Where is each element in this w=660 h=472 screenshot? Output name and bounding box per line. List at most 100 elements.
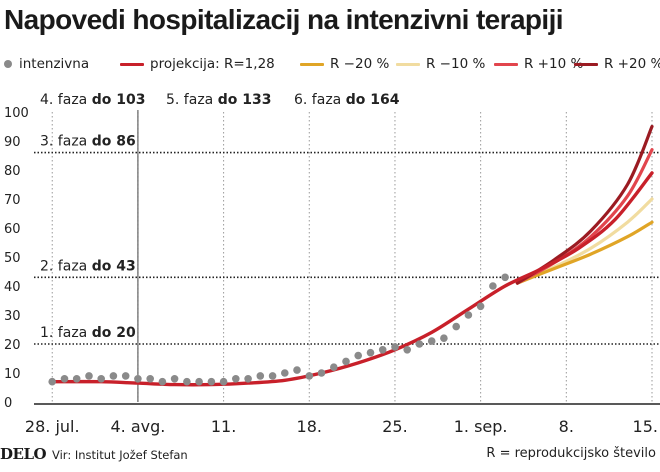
- threshold-label-value: do 20: [92, 325, 136, 341]
- y-tick-label: 100: [4, 106, 29, 121]
- legend-item-r-plus-20: R +20 %: [574, 56, 660, 72]
- y-tick-label: 40: [4, 280, 21, 295]
- legend-item-r-minus-10: R −10 %: [396, 56, 485, 72]
- series-line-r-plus-10: [515, 148, 654, 285]
- y-tick-label: 0: [4, 396, 12, 411]
- top-phase-label-phase: 4. faza: [40, 92, 92, 108]
- data-point-intenzivna: [195, 377, 203, 386]
- data-point-intenzivna: [244, 375, 252, 383]
- data-point-intenzivna: [330, 363, 338, 372]
- r-definition-note: R = reprodukcijsko število: [486, 446, 656, 461]
- y-tick-label: 50: [4, 251, 21, 266]
- x-tick-label: 25.: [382, 417, 407, 436]
- data-point-intenzivna: [232, 375, 240, 383]
- delo-logo: DELO: [0, 445, 47, 463]
- x-tick-label: 1. sep.: [454, 417, 508, 436]
- top-phase-label-value: do 103: [92, 92, 146, 108]
- legend-line-projekcija: [120, 62, 144, 66]
- data-point-intenzivna: [317, 369, 326, 377]
- data-point-intenzivna: [268, 372, 277, 380]
- threshold-label: 3. faza do 86: [40, 134, 136, 150]
- x-tick-label: 15.: [633, 417, 658, 436]
- legend-dot-marker: [4, 60, 12, 68]
- y-tick-label: 70: [4, 193, 21, 208]
- data-point-intenzivna: [403, 346, 412, 354]
- legend-line-r-minus-10: [396, 62, 420, 66]
- legend-label-projekcija: projekcija: R=1,28: [150, 56, 275, 72]
- x-tick-label: 11.: [211, 417, 236, 436]
- data-point-intenzivna: [281, 369, 289, 377]
- data-point-intenzivna: [207, 377, 216, 386]
- legend-item-projekcija: projekcija: R=1,28: [120, 56, 275, 72]
- y-tick-label: 20: [4, 338, 21, 353]
- threshold-label-phase: 3. faza: [40, 134, 92, 150]
- data-point-intenzivna: [183, 377, 191, 386]
- top-phase-label-phase: 5. faza: [166, 92, 218, 108]
- threshold-label-value: do 43: [92, 258, 136, 274]
- data-point-intenzivna: [501, 273, 509, 282]
- source-text: Vir: Institut Jožef Stefan: [52, 448, 188, 462]
- data-point-intenzivna: [121, 372, 130, 380]
- legend-item-r-minus-20: R −20 %: [300, 56, 389, 72]
- top-phase-label-value: do 133: [218, 92, 272, 108]
- data-point-intenzivna: [452, 322, 461, 331]
- y-tick-label: 90: [4, 135, 21, 150]
- data-point-intenzivna: [489, 282, 497, 290]
- threshold-label-phase: 2. faza: [40, 258, 92, 274]
- data-point-intenzivna: [48, 377, 56, 386]
- y-tick-label: 80: [4, 164, 21, 179]
- data-point-intenzivna: [170, 375, 179, 383]
- data-point-intenzivna: [256, 372, 265, 380]
- top-phase-label: 6. faza do 164: [294, 92, 400, 108]
- legend-label-r-plus-10: R +10 %: [524, 56, 584, 72]
- top-phase-label-value: do 164: [346, 92, 400, 108]
- series-line-r-minus-20: [515, 220, 654, 285]
- chart-title: Napovedi hospitalizacij na intenzivni te…: [4, 4, 564, 35]
- x-tick-label: 28. jul.: [25, 417, 80, 436]
- threshold-label-value: do 86: [92, 134, 136, 150]
- top-phase-label: 4. faza do 103: [40, 92, 145, 108]
- data-point-intenzivna: [366, 348, 375, 357]
- data-point-intenzivna: [440, 334, 448, 343]
- top-phase-label-phase: 6. faza: [294, 92, 346, 108]
- data-point-intenzivna: [97, 375, 105, 383]
- data-point-intenzivna: [293, 366, 301, 374]
- data-point-intenzivna: [378, 346, 387, 354]
- legend-line-r-plus-10: [494, 62, 518, 66]
- x-tick-label: 18.: [297, 417, 322, 436]
- threshold-label: 1. faza do 20: [40, 325, 136, 341]
- legend-line-r-plus-20: [574, 62, 598, 66]
- data-point-intenzivna: [464, 311, 473, 319]
- data-point-intenzivna: [354, 351, 363, 360]
- data-point-intenzivna: [342, 357, 350, 366]
- legend-item-intenzivna: intenzivna: [4, 56, 89, 72]
- threshold-label: 2. faza do 43: [40, 258, 136, 274]
- x-tick-label: 8.: [559, 417, 574, 436]
- data-point-intenzivna: [219, 377, 228, 386]
- y-tick-label: 30: [4, 309, 21, 324]
- series-line-r-plus-20: [515, 124, 654, 285]
- series-line-projekcija: [50, 171, 654, 387]
- legend-item-r-plus-10: R +10 %: [494, 56, 583, 72]
- data-point-intenzivna: [158, 377, 167, 386]
- data-point-intenzivna: [134, 375, 142, 383]
- data-point-intenzivna: [85, 372, 93, 380]
- x-tick-label: 4. avg.: [110, 417, 165, 436]
- data-point-intenzivna: [60, 375, 69, 383]
- legend-line-r-minus-20: [300, 62, 324, 66]
- data-point-intenzivna: [305, 372, 314, 380]
- y-tick-label: 60: [4, 222, 21, 237]
- data-point-intenzivna: [476, 302, 485, 311]
- y-tick-label: 10: [4, 367, 21, 382]
- data-point-intenzivna: [391, 343, 399, 351]
- top-phase-label: 5. faza do 133: [166, 92, 271, 108]
- legend-label-r-plus-20: R +20 %: [604, 56, 660, 72]
- legend-label-intenzivna: intenzivna: [19, 56, 90, 72]
- chart-legend: intenzivna projekcija: R=1,28 R −20 % R …: [4, 56, 660, 78]
- legend-label-r-minus-20: R −20 %: [330, 56, 390, 72]
- data-point-intenzivna: [109, 372, 118, 380]
- data-point-intenzivna: [72, 375, 81, 383]
- data-point-intenzivna: [146, 375, 154, 383]
- threshold-label-phase: 1. faza: [40, 325, 92, 341]
